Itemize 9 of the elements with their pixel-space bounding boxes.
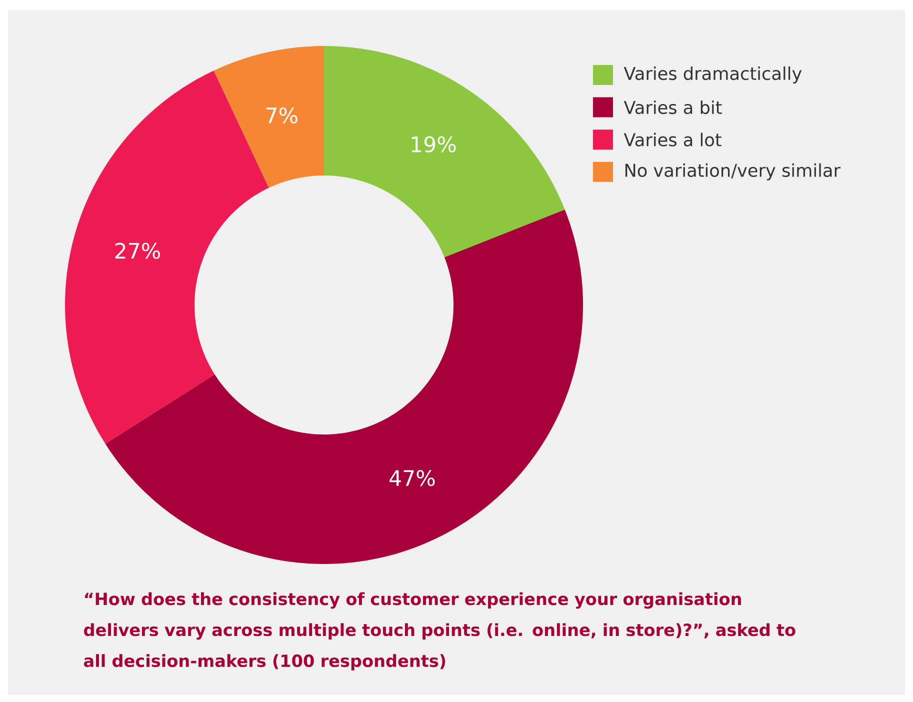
- data-label: 19%: [412, 136, 456, 152]
- data-label: 47%: [390, 470, 435, 486]
- data-label: 7%: [266, 107, 298, 124]
- legend-label: Varies a lot: [624, 132, 722, 146]
- legend-label: No variation/very similar: [625, 163, 841, 180]
- legend-label: Varies a bit: [624, 100, 722, 114]
- data-label: 27%: [115, 242, 160, 259]
- legend-label: Varies dramactically: [624, 66, 802, 84]
- text: “How does the consistency of customer experience your organisation delivers vary across multiple touch points (i.e. online, in store)?”, asked to all decision-makers (100 respondents): [84, 592, 796, 670]
